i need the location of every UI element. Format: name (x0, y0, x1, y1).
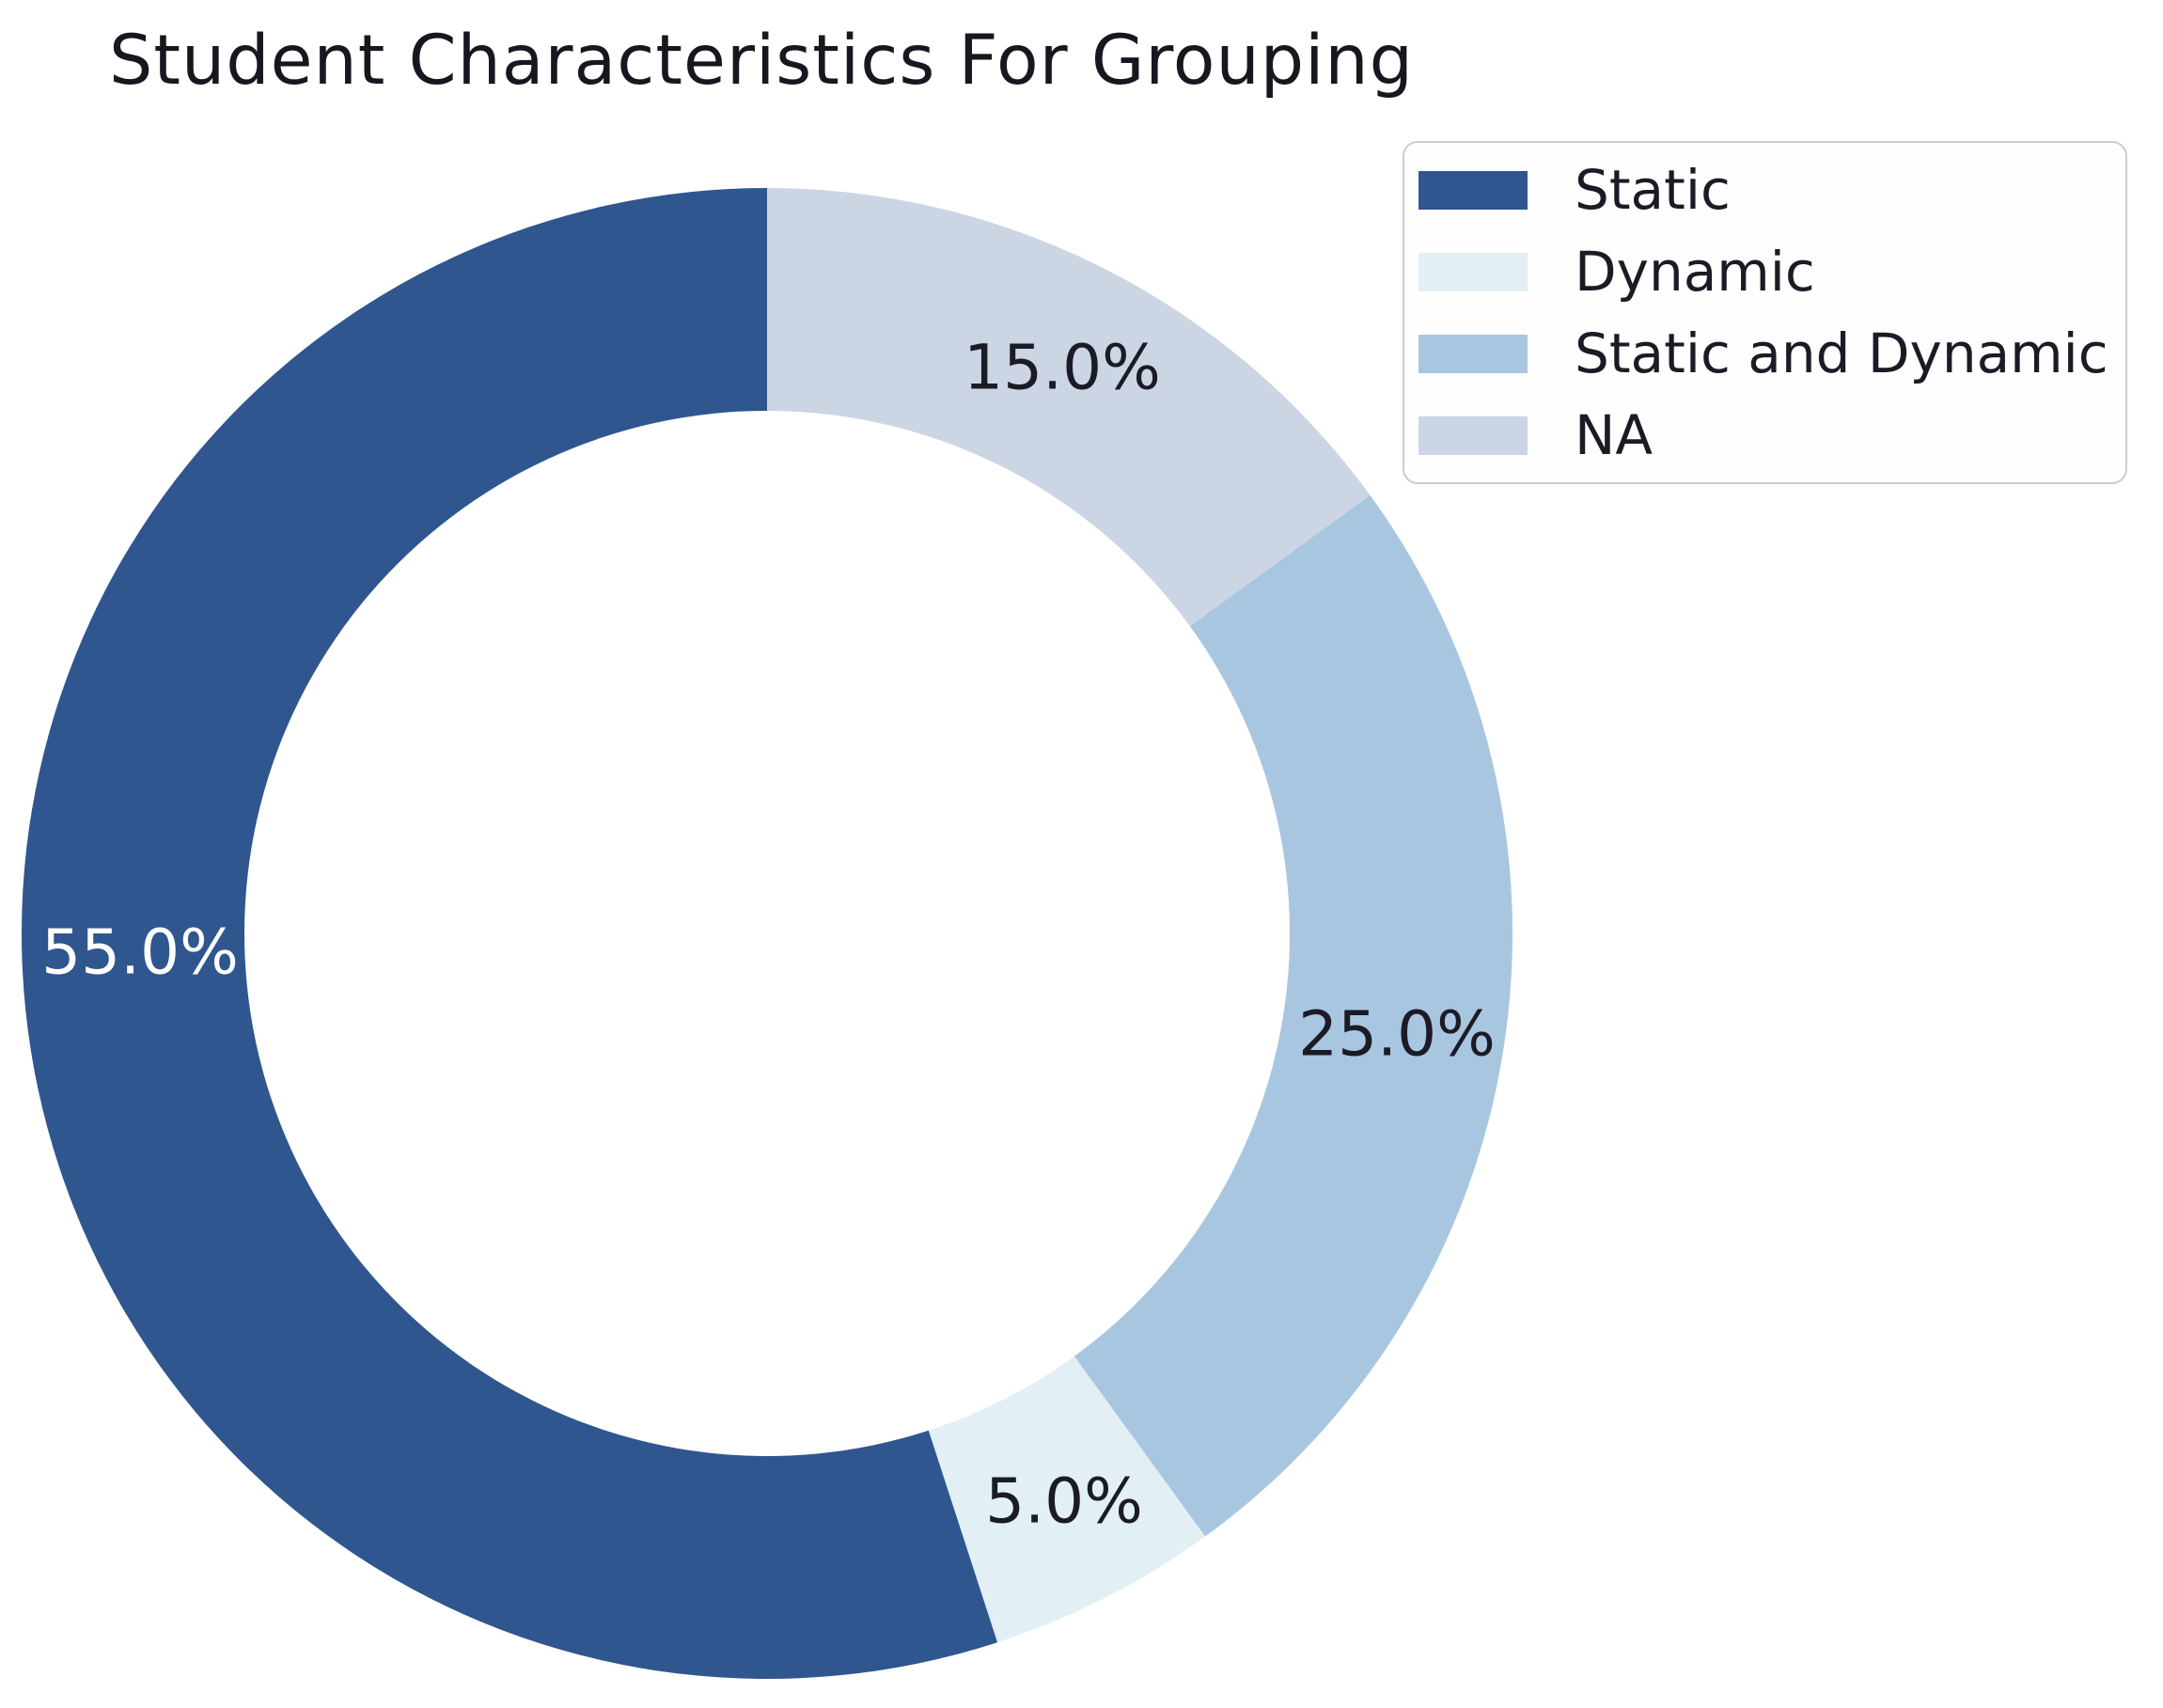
pie-slice-dynamic (928, 1355, 1206, 1643)
legend-item-dynamic: Dynamic (1404, 231, 2125, 313)
legend-label-dynamic: Dynamic (1575, 240, 1815, 304)
legend-swatch-static (1418, 170, 1528, 210)
legend-swatch-na (1418, 415, 1528, 455)
legend-label-static-and-dynamic: Static and Dynamic (1575, 321, 2108, 385)
chart-title: Student Characteristics For Grouping (109, 21, 1414, 101)
legend-item-na: NA (1404, 395, 2125, 477)
pie-slice-static (21, 188, 998, 1680)
slice-percentage-label-static: 55.0% (41, 917, 239, 989)
slice-percentage-label-dynamic: 5.0% (985, 1465, 1143, 1538)
legend: Static Dynamic Static and Dynamic NA (1403, 141, 2127, 484)
slice-percentage-label-static-and-dynamic: 25.0% (1298, 998, 1496, 1071)
legend-label-na: NA (1575, 403, 1654, 467)
slice-percentage-label-na: 15.0% (964, 332, 1161, 404)
pie-slice-na (767, 188, 1371, 627)
legend-swatch-static-and-dynamic (1418, 334, 1528, 373)
legend-swatch-dynamic (1418, 252, 1528, 291)
legend-item-static: Static (1404, 149, 2125, 231)
legend-item-static-and-dynamic: Static and Dynamic (1404, 313, 2125, 395)
legend-label-static: Static (1575, 158, 1731, 222)
pie-slice-static-and-dynamic (1074, 494, 1513, 1537)
